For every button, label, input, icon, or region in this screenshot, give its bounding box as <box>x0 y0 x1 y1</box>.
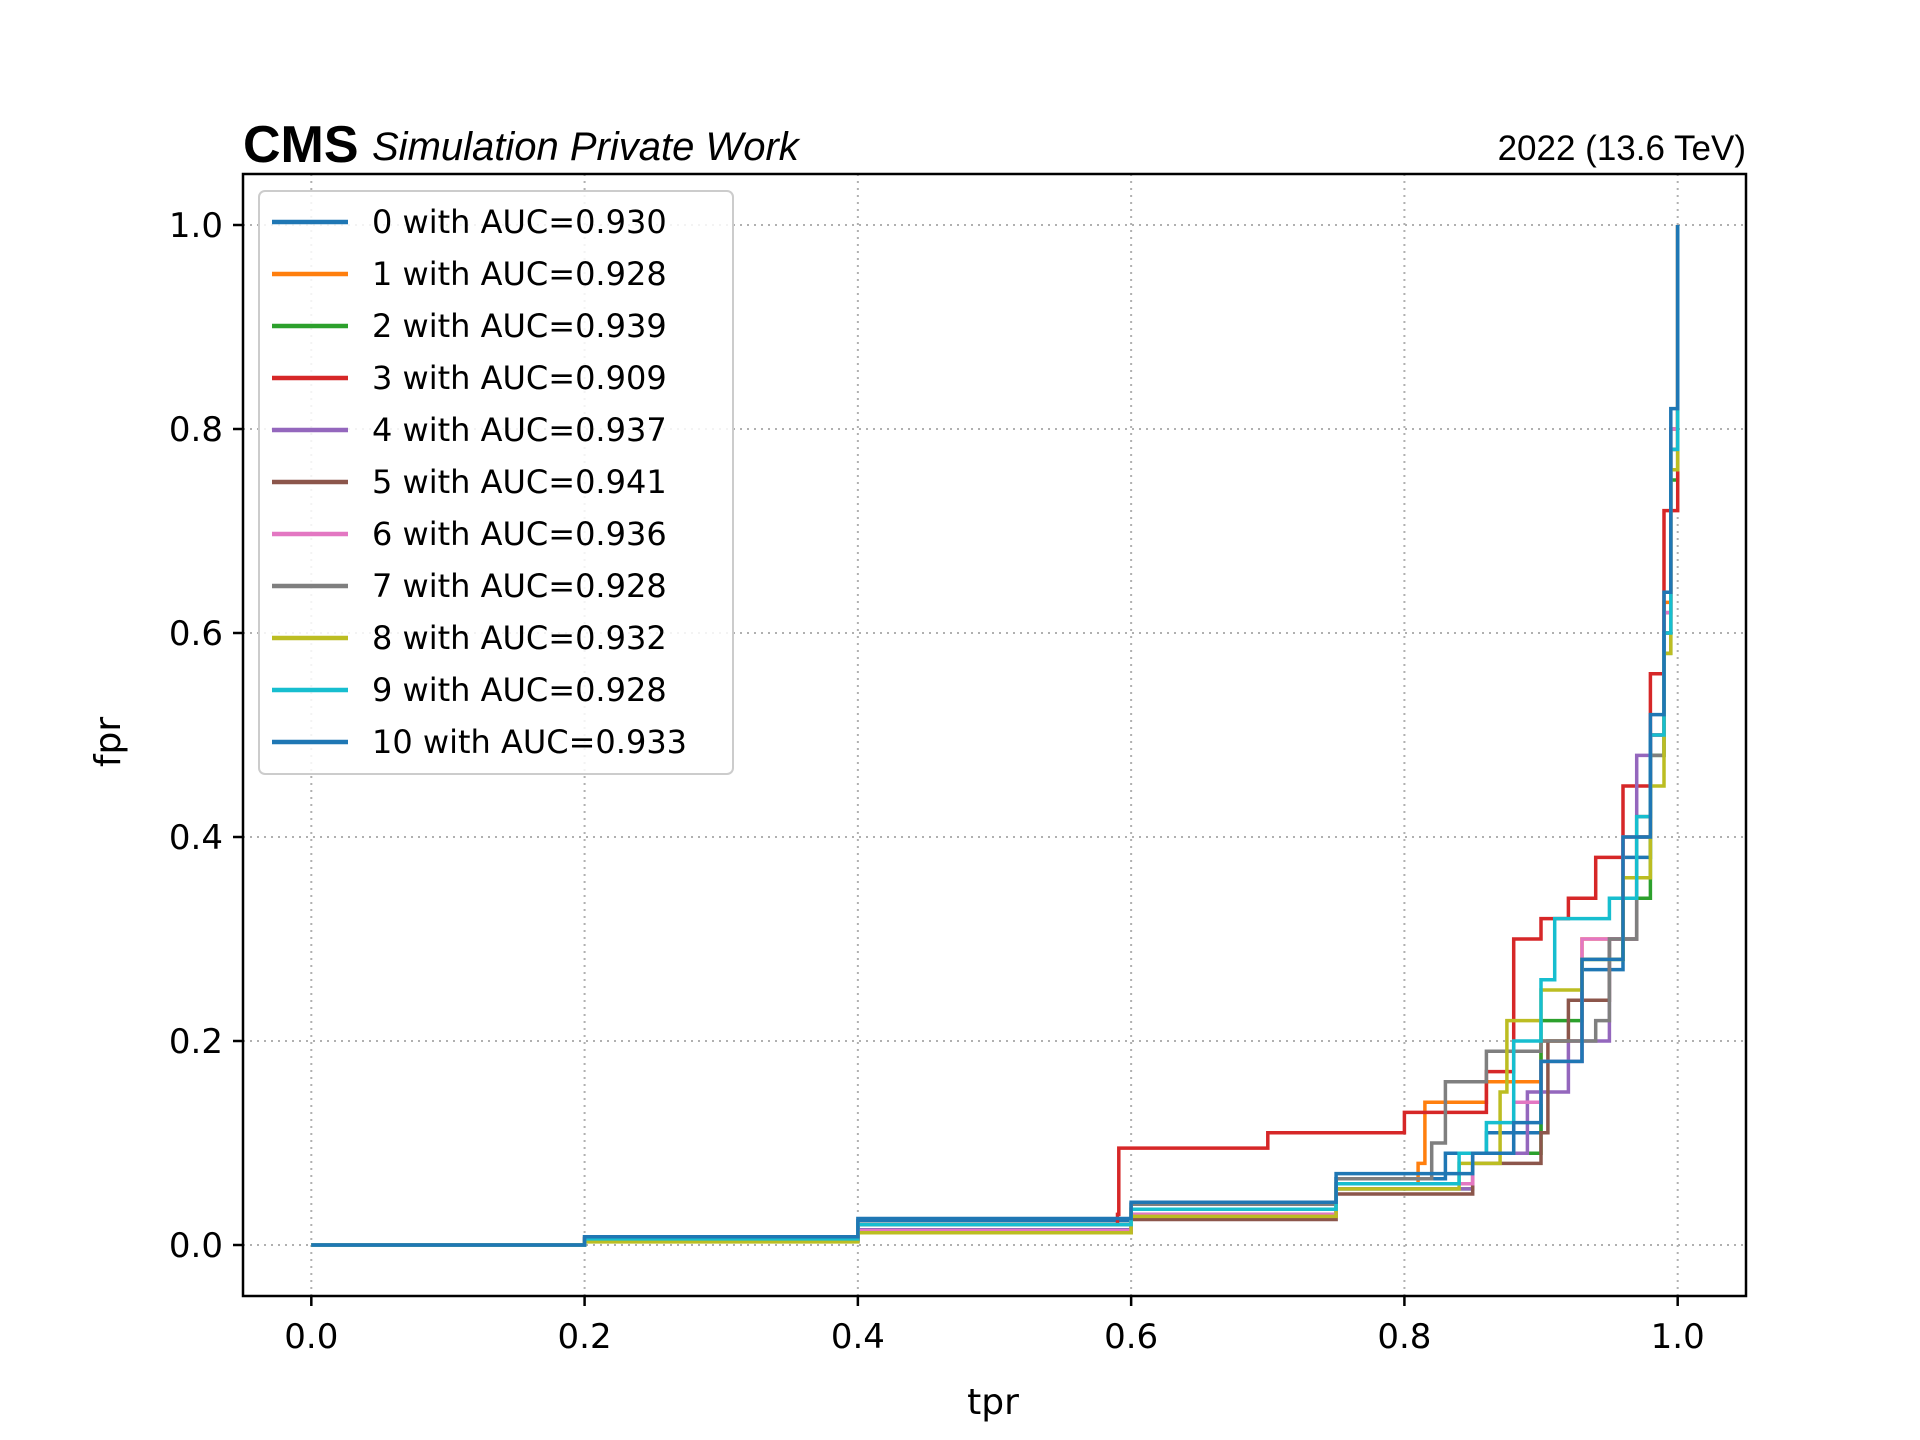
roc-series-line <box>311 225 1680 1247</box>
x-tick-label: 0.4 <box>831 1317 885 1357</box>
legend-entry: 4 with AUC=0.937 <box>372 411 667 449</box>
y-axis-label: fpr <box>88 717 129 768</box>
cms-label: CMS <box>243 116 359 174</box>
x-tick-label: 0.6 <box>1104 1317 1158 1357</box>
x-tick-label: 0.8 <box>1377 1317 1431 1357</box>
legend-entry: 7 with AUC=0.928 <box>372 567 667 605</box>
legend-entry: 8 with AUC=0.932 <box>372 619 667 657</box>
legend-entry: 9 with AUC=0.928 <box>372 671 667 709</box>
y-tick-label: 0.2 <box>169 1022 223 1062</box>
x-axis-label: tpr <box>967 1382 1019 1423</box>
legend-entry: 6 with AUC=0.936 <box>372 515 667 553</box>
legend-entry: 10 with AUC=0.933 <box>372 723 687 761</box>
energy-label: 2022 (13.6 TeV) <box>1498 129 1746 168</box>
legend-entry: 1 with AUC=0.928 <box>372 255 667 293</box>
legend-entry: 5 with AUC=0.941 <box>372 463 667 501</box>
legend: 0 with AUC=0.930 1 with AUC=0.928 2 with A… <box>258 190 734 775</box>
roc-series-line <box>311 225 1680 1247</box>
y-tick-label: 0.0 <box>169 1226 223 1266</box>
y-tick-label: 0.8 <box>169 410 223 450</box>
x-tick-label: 1.0 <box>1651 1317 1705 1357</box>
series-lines <box>311 225 1680 1247</box>
y-tick-label: 0.4 <box>169 818 223 858</box>
legend-entry: 2 with AUC=0.939 <box>372 307 667 345</box>
x-tick-label: 0.0 <box>284 1317 338 1357</box>
legend-entry: 3 with AUC=0.909 <box>372 359 667 397</box>
y-tick-label: 0.6 <box>169 614 223 654</box>
legend-entry: 0 with AUC=0.930 <box>372 203 667 241</box>
ticks: 0.0 0.2 0.4 0.6 0.8 1.0 0.0 0.2 0.4 0.6 0.8 1.0 <box>169 206 1705 1357</box>
plot-frame <box>241 172 1748 1298</box>
legend-box <box>258 190 734 775</box>
y-tick-label: 1.0 <box>169 206 223 246</box>
roc-series-line <box>311 225 1680 1247</box>
simulation-label: Simulation Private Work <box>372 125 801 169</box>
x-tick-label: 0.2 <box>558 1317 612 1357</box>
